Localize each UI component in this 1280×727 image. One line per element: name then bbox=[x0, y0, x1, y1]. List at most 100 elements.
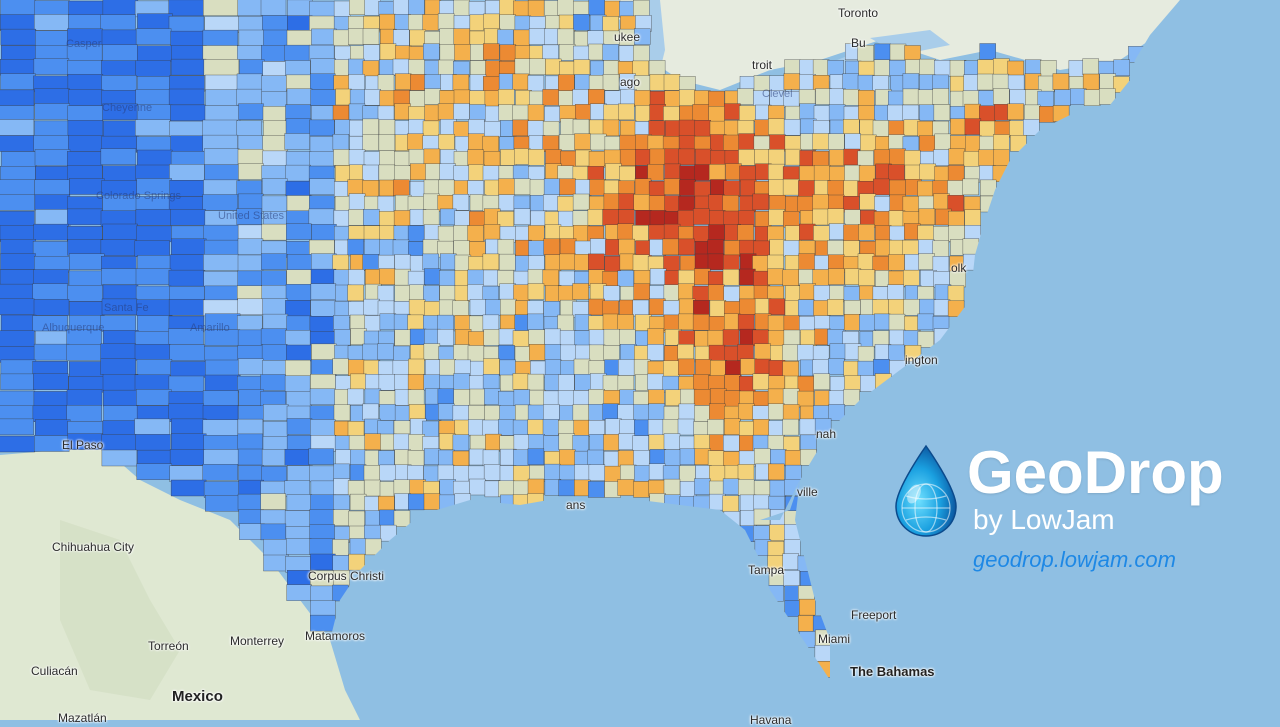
county-cell[interactable] bbox=[753, 494, 770, 512]
county-cell[interactable] bbox=[393, 433, 410, 451]
county-cell[interactable] bbox=[768, 209, 785, 226]
county-cell[interactable] bbox=[202, 45, 239, 62]
county-cell[interactable] bbox=[785, 285, 802, 302]
county-cell[interactable] bbox=[634, 465, 651, 482]
county-cell[interactable] bbox=[393, 210, 411, 227]
county-cell[interactable] bbox=[379, 43, 397, 60]
county-cell[interactable] bbox=[904, 45, 921, 62]
county-cell[interactable] bbox=[933, 104, 951, 121]
county-cell[interactable] bbox=[799, 223, 816, 241]
county-cell[interactable] bbox=[348, 193, 366, 210]
county-cell[interactable] bbox=[379, 509, 396, 527]
county-cell[interactable] bbox=[708, 284, 725, 301]
county-cell[interactable] bbox=[377, 343, 394, 360]
county-cell[interactable] bbox=[739, 165, 756, 183]
county-cell[interactable] bbox=[738, 403, 755, 420]
county-cell[interactable] bbox=[66, 389, 103, 406]
county-cell[interactable] bbox=[722, 329, 740, 346]
county-cell[interactable] bbox=[572, 89, 589, 106]
county-cell[interactable] bbox=[965, 135, 982, 152]
county-cell[interactable] bbox=[543, 238, 560, 255]
county-cell[interactable] bbox=[663, 433, 681, 450]
county-cell[interactable] bbox=[287, 15, 313, 32]
county-cell[interactable] bbox=[422, 209, 440, 226]
county-cell[interactable] bbox=[169, 164, 205, 181]
county-cell[interactable] bbox=[237, 270, 263, 288]
county-cell[interactable] bbox=[0, 359, 37, 377]
county-cell[interactable] bbox=[752, 193, 769, 211]
county-cell[interactable] bbox=[678, 358, 695, 376]
county-cell[interactable] bbox=[617, 404, 634, 421]
county-cell[interactable] bbox=[394, 254, 411, 271]
county-cell[interactable] bbox=[285, 164, 311, 182]
county-cell[interactable] bbox=[992, 73, 1010, 91]
county-cell[interactable] bbox=[932, 88, 949, 105]
county-cell[interactable] bbox=[34, 120, 70, 138]
county-cell[interactable] bbox=[409, 90, 426, 107]
county-cell[interactable] bbox=[708, 90, 725, 108]
county-cell[interactable] bbox=[812, 150, 829, 168]
county-cell[interactable] bbox=[917, 313, 934, 331]
county-cell[interactable] bbox=[203, 0, 239, 16]
county-cell[interactable] bbox=[498, 194, 516, 211]
county-cell[interactable] bbox=[694, 405, 711, 422]
county-cell[interactable] bbox=[482, 314, 500, 332]
county-cell[interactable] bbox=[102, 374, 139, 391]
county-cell[interactable] bbox=[829, 166, 846, 183]
county-cell[interactable] bbox=[858, 60, 875, 78]
county-cell[interactable] bbox=[349, 314, 367, 332]
county-cell[interactable] bbox=[0, 314, 37, 332]
county-cell[interactable] bbox=[589, 179, 606, 196]
county-cell[interactable] bbox=[100, 14, 136, 31]
county-cell[interactable] bbox=[782, 269, 799, 286]
county-cell[interactable] bbox=[993, 134, 1010, 151]
county-cell[interactable] bbox=[859, 314, 876, 331]
county-cell[interactable] bbox=[633, 0, 650, 17]
county-cell[interactable] bbox=[873, 59, 891, 76]
county-cell[interactable] bbox=[410, 74, 427, 91]
county-cell[interactable] bbox=[588, 481, 605, 498]
county-cell[interactable] bbox=[261, 270, 287, 287]
county-cell[interactable] bbox=[693, 434, 711, 451]
county-cell[interactable] bbox=[379, 404, 396, 421]
county-cell[interactable] bbox=[678, 283, 695, 300]
county-cell[interactable] bbox=[782, 553, 799, 570]
county-cell[interactable] bbox=[708, 164, 726, 181]
county-cell[interactable] bbox=[617, 270, 634, 287]
county-cell[interactable] bbox=[379, 13, 396, 31]
county-cell[interactable] bbox=[34, 88, 70, 105]
county-cell[interactable] bbox=[69, 253, 105, 270]
county-cell[interactable] bbox=[310, 553, 336, 571]
county-cell[interactable] bbox=[409, 29, 426, 47]
county-cell[interactable] bbox=[619, 165, 636, 183]
county-cell[interactable] bbox=[261, 223, 287, 241]
county-cell[interactable] bbox=[67, 151, 103, 168]
county-cell[interactable] bbox=[238, 193, 264, 211]
county-cell[interactable] bbox=[574, 74, 591, 91]
county-cell[interactable] bbox=[544, 328, 561, 346]
county-cell[interactable] bbox=[364, 89, 381, 106]
county-cell[interactable] bbox=[575, 344, 592, 362]
county-cell[interactable] bbox=[438, 179, 455, 197]
county-cell[interactable] bbox=[168, 0, 204, 17]
county-cell[interactable] bbox=[32, 241, 69, 258]
county-cell[interactable] bbox=[263, 29, 289, 47]
county-cell[interactable] bbox=[587, 209, 605, 226]
county-cell[interactable] bbox=[34, 179, 70, 196]
county-cell[interactable] bbox=[649, 74, 667, 91]
county-cell[interactable] bbox=[812, 133, 829, 150]
county-cell[interactable] bbox=[903, 330, 920, 347]
county-cell[interactable] bbox=[947, 180, 964, 197]
county-cell[interactable] bbox=[237, 254, 264, 272]
county-cell[interactable] bbox=[438, 59, 455, 77]
county-cell[interactable] bbox=[604, 359, 621, 376]
county-cell[interactable] bbox=[500, 298, 517, 316]
county-cell[interactable] bbox=[310, 73, 336, 90]
county-cell[interactable] bbox=[309, 136, 336, 153]
county-cell[interactable] bbox=[238, 389, 264, 406]
county-cell[interactable] bbox=[768, 179, 785, 196]
county-cell[interactable] bbox=[0, 283, 34, 301]
county-cell[interactable] bbox=[363, 359, 381, 377]
county-cell[interactable] bbox=[754, 343, 771, 360]
county-cell[interactable] bbox=[286, 269, 312, 286]
